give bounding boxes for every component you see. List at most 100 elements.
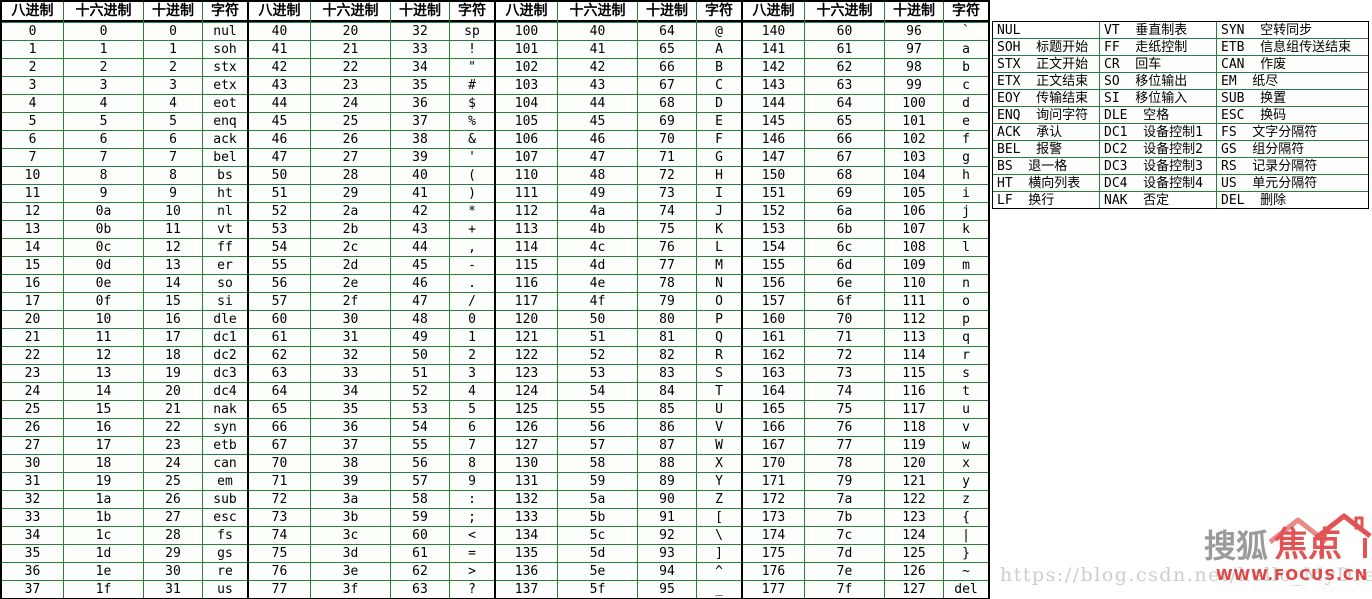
table-cell: 58 xyxy=(558,455,637,472)
table-cell: _ xyxy=(697,581,741,598)
table-cell: S xyxy=(697,365,741,382)
table-cell: 0 xyxy=(144,23,202,40)
table-cell: * xyxy=(450,203,494,220)
header-cell: 十六进制 xyxy=(805,2,884,22)
table-cell: 113 xyxy=(496,221,557,238)
table-cell: 73 xyxy=(805,365,884,382)
table-cell: 22 xyxy=(2,347,63,364)
legend-cell: NAK 否定 xyxy=(1100,192,1216,208)
table-cell: 0f xyxy=(64,293,143,310)
table-cell: 2e xyxy=(311,275,390,292)
table-cell: 144 xyxy=(743,95,804,112)
table-cell: 11 xyxy=(64,329,143,346)
table-cell: 31 xyxy=(311,329,390,346)
table-cell: 10 xyxy=(144,203,202,220)
table-cell: 106 xyxy=(496,131,557,148)
header-cell: 字符 xyxy=(944,2,988,22)
table-cell: H xyxy=(697,167,741,184)
table-cell: 76 xyxy=(249,563,310,580)
table-cell: 124 xyxy=(496,383,557,400)
table-cell: 27 xyxy=(144,509,202,526)
table-cell: 12 xyxy=(2,203,63,220)
table-cell: 22 xyxy=(311,59,390,76)
table-cell: 104 xyxy=(885,167,943,184)
table-cell: re xyxy=(203,563,247,580)
table-cell: ] xyxy=(697,545,741,562)
table-cell: 52 xyxy=(249,203,310,220)
table-cell: 102 xyxy=(885,131,943,148)
table-cell: 110 xyxy=(885,275,943,292)
table-cell: 2d xyxy=(311,257,390,274)
table-cell: 17 xyxy=(2,293,63,310)
table-cell: 61 xyxy=(805,41,884,58)
table-cell: 118 xyxy=(885,419,943,436)
table-cell: 5d xyxy=(558,545,637,562)
table-cell: 150 xyxy=(743,167,804,184)
table-cell: 25 xyxy=(2,401,63,418)
table-cell: 1f xyxy=(64,581,143,598)
table-cell: 77 xyxy=(249,581,310,598)
table-cell: 80 xyxy=(638,311,696,328)
legend-cell: VT 垂直制表 xyxy=(1100,22,1216,38)
table-cell: 30 xyxy=(144,563,202,580)
table-cell: 117 xyxy=(496,293,557,310)
table-cell: 17 xyxy=(144,329,202,346)
table-cell: 34 xyxy=(311,383,390,400)
table-cell: 49 xyxy=(391,329,449,346)
legend-cell: DC2 设备控制2 xyxy=(1100,141,1216,157)
table-cell: 30 xyxy=(2,455,63,472)
table-cell: 74 xyxy=(249,527,310,544)
table-cell: 93 xyxy=(638,545,696,562)
table-cell: & xyxy=(450,131,494,148)
table-cell: 147 xyxy=(743,149,804,166)
table-cell: Q xyxy=(697,329,741,346)
table-cell: 65 xyxy=(805,113,884,130)
table-cell: 107 xyxy=(885,221,943,238)
table-cell: 31 xyxy=(2,473,63,490)
table-cell: 56 xyxy=(391,455,449,472)
table-cell: ht xyxy=(203,185,247,202)
table-cell: 6c xyxy=(805,239,884,256)
table-cell: 10 xyxy=(2,167,63,184)
table-cell: T xyxy=(697,383,741,400)
table-cell: 87 xyxy=(638,437,696,454)
table-cell: d xyxy=(944,95,988,112)
table-cell: nak xyxy=(203,401,247,418)
table-cell: x xyxy=(944,455,988,472)
table-cell: 96 xyxy=(885,23,943,40)
table-cell: 35 xyxy=(2,545,63,562)
table-cell: 7f xyxy=(805,581,884,598)
table-cell: 9 xyxy=(64,185,143,202)
table-cell: gs xyxy=(203,545,247,562)
table-cell: 111 xyxy=(496,185,557,202)
table-cell: $ xyxy=(450,95,494,112)
table-cell: 0e xyxy=(64,275,143,292)
table-cell: stx xyxy=(203,59,247,76)
table-cell: 171 xyxy=(743,473,804,490)
table-cell: B xyxy=(697,59,741,76)
table-cell: 133 xyxy=(496,509,557,526)
table-cell: 153 xyxy=(743,221,804,238)
table-cell: 73 xyxy=(638,185,696,202)
table-cell: 3f xyxy=(311,581,390,598)
table-cell: 46 xyxy=(558,131,637,148)
table-cell: 20 xyxy=(2,311,63,328)
table-cell: 40 xyxy=(391,167,449,184)
table-cell: eot xyxy=(203,95,247,112)
table-cell: 69 xyxy=(805,185,884,202)
table-cell: 66 xyxy=(249,419,310,436)
table-cell: 13 xyxy=(64,365,143,382)
table-cell: 142 xyxy=(743,59,804,76)
table-cell: 5e xyxy=(558,563,637,580)
control-char-legend: NUL VT 垂直制表 SYN 空转同步 SOH 标题开始 FF 走纸控制 ETB 信息组… xyxy=(992,21,1369,209)
table-cell: 122 xyxy=(885,491,943,508)
table-cell: 70 xyxy=(805,311,884,328)
table-cell: 41 xyxy=(391,185,449,202)
table-cell: 78 xyxy=(638,275,696,292)
table-cell: 103 xyxy=(885,149,943,166)
table-cell: 123 xyxy=(885,509,943,526)
table-cell: L xyxy=(697,239,741,256)
table-cell: h xyxy=(944,167,988,184)
table-cell: 132 xyxy=(496,491,557,508)
table-cell: 51 xyxy=(558,329,637,346)
